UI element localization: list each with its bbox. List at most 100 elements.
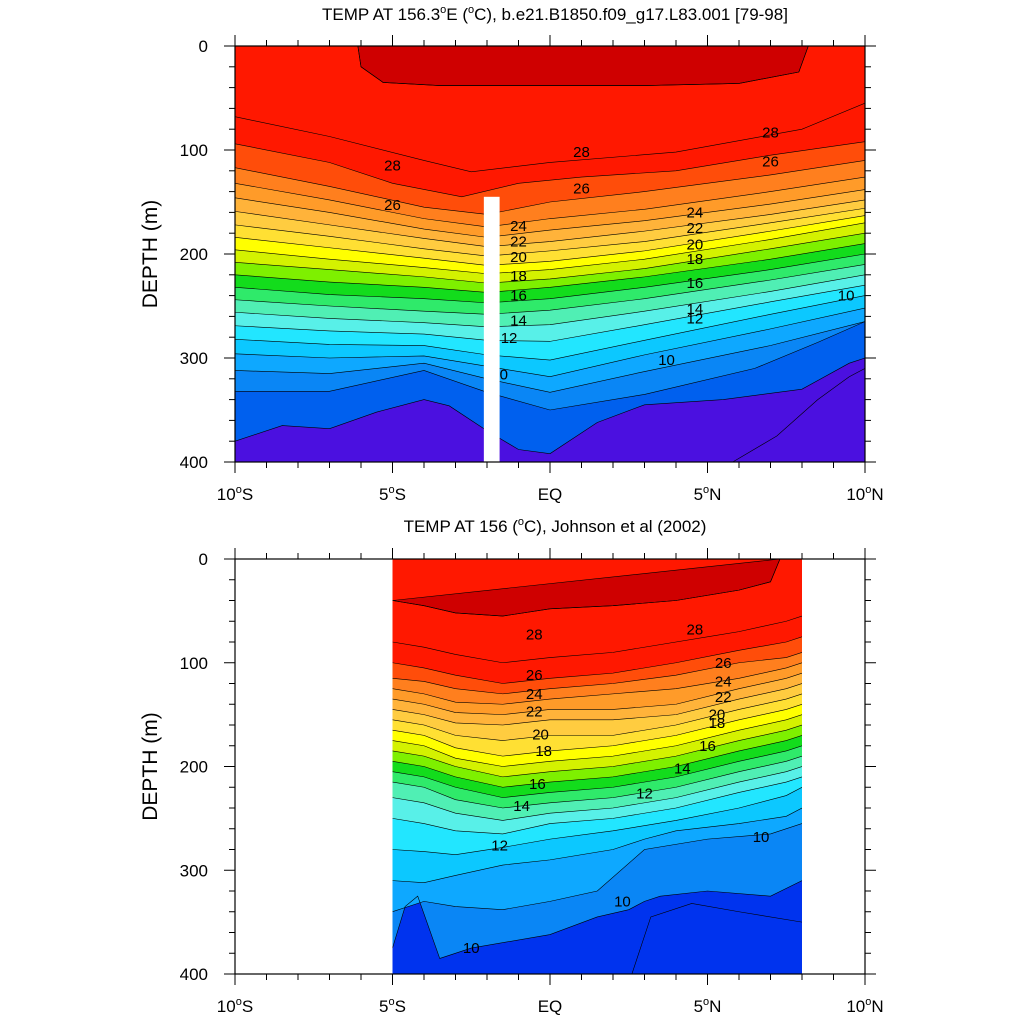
missing-data-column	[483, 196, 500, 463]
y-tick-label: 300	[180, 349, 208, 368]
x-tick-label: 10oN	[846, 484, 883, 504]
isotherm-25	[392, 662, 802, 705]
isotherm-16	[235, 264, 865, 315]
isotherm-18	[392, 735, 802, 788]
isotherm-label: 16	[529, 776, 546, 793]
x-tick-label: EQ	[538, 997, 563, 1016]
isotherm-20	[235, 222, 865, 275]
isotherm-29	[357, 46, 809, 86]
chart-title: TEMP AT 156 (oC), Johnson et al (2002)	[404, 516, 707, 536]
y-tick-label: 400	[180, 453, 208, 472]
isotherm-9	[631, 903, 802, 974]
isotherm-14	[392, 776, 802, 835]
x-tick-label: 5oS	[379, 996, 406, 1016]
isotherm-28	[235, 102, 865, 173]
isotherm-label: 24	[715, 673, 732, 690]
y-tick-label: 200	[180, 245, 208, 264]
isotherm-25	[235, 176, 865, 228]
isotherm-19	[235, 232, 865, 284]
x-tick-label: 10oN	[846, 996, 883, 1016]
isotherm-label: 18	[510, 268, 527, 285]
isotherm-label: 28	[573, 144, 590, 161]
isotherm-10	[392, 880, 802, 959]
isotherm-label: 20	[687, 237, 704, 254]
chart-title: TEMP AT 156.3oE (oC), b.e21.B1850.f09_g1…	[322, 4, 788, 24]
contour-lines	[392, 559, 802, 974]
contour-fills	[235, 46, 865, 462]
isotherm-label: 14	[674, 761, 691, 778]
isotherm-19	[392, 724, 802, 778]
isotherm-23	[392, 683, 802, 726]
isotherm-label: 16	[510, 288, 527, 305]
contour-band-8	[732, 368, 865, 462]
isotherm-16	[392, 755, 802, 809]
y-axis-label: DEPTH (m)	[139, 200, 162, 309]
isotherm-8	[732, 368, 865, 462]
isotherm-label: 16	[687, 275, 704, 292]
isotherm-label: 12	[687, 310, 704, 327]
contour-fills	[392, 559, 802, 974]
isotherm-label: 26	[384, 197, 401, 214]
isotherm-label: 10	[753, 829, 770, 846]
isotherm-label: 20	[510, 249, 527, 266]
isotherm-label: 26	[762, 153, 779, 170]
isotherm-label: 28	[384, 158, 401, 175]
isotherm-label: 24	[687, 204, 704, 221]
isotherm-label: 14	[510, 313, 527, 330]
y-axis-label: DEPTH (m)	[139, 712, 162, 821]
isotherm-9	[235, 357, 865, 454]
isotherm-10	[235, 321, 865, 411]
contour-lines	[235, 46, 865, 462]
isotherm-label: 12	[491, 837, 508, 854]
isotherm-21	[392, 703, 802, 757]
isotherm-15	[235, 274, 865, 328]
isotherm-20	[392, 714, 802, 767]
isotherm-12	[392, 807, 802, 884]
isotherm-label: 10	[463, 940, 480, 957]
y-tick-label: 100	[180, 654, 208, 673]
y-tick-label: 300	[180, 861, 208, 880]
x-tick-label: 5oN	[694, 484, 722, 504]
x-tick-label: 10oS	[217, 996, 253, 1016]
isotherm-label: 26	[526, 667, 543, 684]
isotherm-label: 14	[513, 798, 530, 815]
isotherm-label: 22	[715, 689, 732, 706]
isotherm-13	[392, 786, 802, 855]
isotherm-11	[392, 823, 802, 913]
isotherm-label: 18	[535, 743, 552, 760]
isotherm-27	[235, 141, 865, 198]
isotherm-label: 20	[709, 707, 726, 724]
isotherm-18	[235, 243, 865, 293]
contour-band-9	[631, 903, 802, 974]
isotherm-label: 28	[526, 627, 543, 644]
isotherm-label: 18	[709, 715, 726, 732]
isotherm-label: 12	[636, 785, 653, 802]
isotherm-label: 28	[762, 124, 779, 141]
isotherm-13	[235, 295, 865, 361]
isotherm-12	[235, 307, 865, 378]
isotherm-15	[392, 766, 802, 821]
x-tick-label: 10oS	[217, 484, 253, 504]
x-tick-label: 5oS	[379, 484, 406, 504]
isotherm-26	[235, 160, 865, 215]
isotherm-label: 12	[501, 330, 518, 347]
isotherm-label: 24	[510, 218, 527, 235]
isotherm-22	[392, 693, 802, 741]
isotherm-label: 26	[573, 180, 590, 197]
panel-1: 1010101212141416161818202022222424262626…	[139, 4, 884, 504]
y-tick-label: 0	[199, 37, 208, 56]
isotherm-label: 28	[687, 622, 704, 639]
y-tick-label: 100	[180, 141, 208, 160]
isotherm-24	[392, 672, 802, 715]
isotherm-label: 22	[526, 704, 543, 721]
y-tick-label: 200	[180, 758, 208, 777]
isotherm-24	[235, 189, 865, 238]
isotherm-21	[235, 215, 865, 266]
isotherm-23	[235, 199, 865, 248]
isotherm-28	[392, 615, 802, 664]
isotherm-label: 22	[687, 220, 704, 237]
x-tick-label: EQ	[538, 485, 563, 504]
panel-2: 1010101212141416161818202022222424262628…	[139, 516, 884, 1016]
isotherm-label: 26	[715, 655, 732, 672]
